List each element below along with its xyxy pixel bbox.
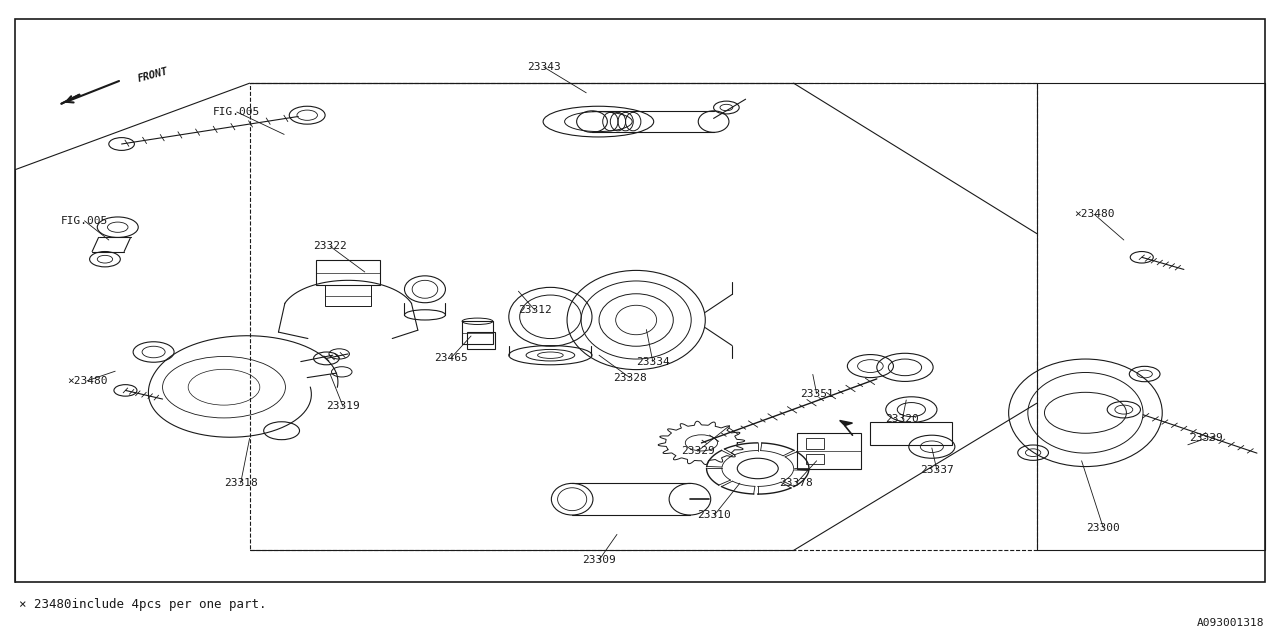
Text: × 23480include 4pcs per one part.: × 23480include 4pcs per one part. bbox=[19, 598, 266, 611]
Bar bbox=[15, 19, 1265, 582]
Bar bbox=[870, 422, 952, 445]
Text: A093001318: A093001318 bbox=[1197, 618, 1265, 628]
Bar bbox=[797, 433, 861, 469]
Bar bbox=[806, 438, 824, 449]
Text: FIG.005: FIG.005 bbox=[214, 107, 260, 117]
Text: 23334: 23334 bbox=[636, 356, 669, 367]
Text: 23318: 23318 bbox=[224, 478, 257, 488]
Text: FRONT: FRONT bbox=[137, 67, 170, 84]
Text: 23337: 23337 bbox=[920, 465, 954, 476]
Text: 23320: 23320 bbox=[886, 414, 919, 424]
Bar bbox=[250, 83, 1037, 550]
Text: FIG.005: FIG.005 bbox=[61, 216, 108, 226]
Text: 23465: 23465 bbox=[434, 353, 467, 364]
Text: 23339: 23339 bbox=[1189, 433, 1222, 444]
Text: 23328: 23328 bbox=[613, 372, 646, 383]
Bar bbox=[316, 260, 380, 285]
Bar bbox=[325, 285, 371, 306]
Text: ×23480: ×23480 bbox=[1074, 209, 1115, 220]
Bar bbox=[462, 321, 493, 344]
Text: 23329: 23329 bbox=[681, 446, 714, 456]
Text: 23310: 23310 bbox=[698, 510, 731, 520]
Bar bbox=[467, 332, 495, 349]
Text: 23319: 23319 bbox=[326, 401, 360, 412]
Text: ×23480: ×23480 bbox=[67, 376, 108, 386]
Text: 23343: 23343 bbox=[527, 62, 561, 72]
Text: 23309: 23309 bbox=[582, 555, 616, 565]
Text: 23312: 23312 bbox=[518, 305, 552, 316]
Text: 23351: 23351 bbox=[800, 388, 833, 399]
Text: 23378: 23378 bbox=[780, 478, 813, 488]
Bar bbox=[806, 454, 824, 464]
Text: 23300: 23300 bbox=[1087, 523, 1120, 533]
Polygon shape bbox=[840, 420, 852, 426]
Text: 23322: 23322 bbox=[314, 241, 347, 252]
